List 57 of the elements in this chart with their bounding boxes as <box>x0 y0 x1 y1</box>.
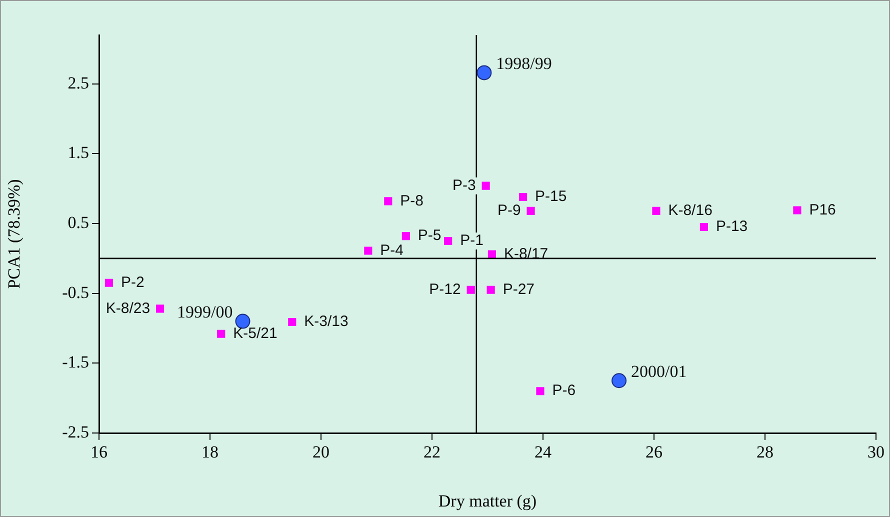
y-tick-label: -1.5 <box>62 352 89 372</box>
point <box>482 182 490 190</box>
point <box>518 192 528 202</box>
x-tick-label: 28 <box>756 442 774 462</box>
annotation: P-9 <box>497 202 521 220</box>
y-tick-label: -2.5 <box>62 422 89 442</box>
point <box>104 278 114 287</box>
annotation: P-3 <box>452 176 476 194</box>
annotation: K-8/23 <box>106 300 150 317</box>
point <box>486 286 495 294</box>
annotation: P-5 <box>418 227 442 244</box>
point <box>700 222 708 232</box>
x-tick-label: 16 <box>90 442 108 462</box>
x-tick-label: 18 <box>202 442 218 462</box>
point <box>652 206 660 215</box>
point <box>793 206 802 214</box>
annotation: P-12 <box>429 281 461 298</box>
y-tick-label: -0.5 <box>62 282 89 302</box>
x-axis-title: Dry matter (g) <box>438 491 537 510</box>
point <box>217 330 226 338</box>
point <box>444 236 452 246</box>
point <box>156 304 164 313</box>
point <box>402 232 410 240</box>
point <box>488 250 496 258</box>
annotation: P-8 <box>400 192 424 210</box>
annotation: P-6 <box>552 382 576 400</box>
point <box>384 197 392 206</box>
y-axis-title: PCA1 (78.39%) <box>4 179 24 289</box>
point <box>364 246 372 255</box>
y-tick-label: 2.5 <box>68 73 89 92</box>
annotation: P-1 <box>460 232 484 250</box>
y-tick-label: 0.5 <box>68 212 89 232</box>
x-tick-label: 22 <box>424 442 440 462</box>
annotation: 2000/01 <box>631 362 687 382</box>
point <box>288 318 296 326</box>
annotation: K-8/17 <box>504 245 548 262</box>
annotation: P16 <box>809 201 836 218</box>
y-tick-label: 1.5 <box>68 143 89 162</box>
point <box>536 387 544 396</box>
annotation: P-13 <box>716 218 748 236</box>
x-tick-label: 20 <box>312 442 330 462</box>
annotation: P-4 <box>380 242 404 259</box>
point <box>526 206 535 215</box>
point <box>476 65 492 80</box>
annotation: 1998/99 <box>496 54 552 74</box>
annotation: P-27 <box>502 281 535 298</box>
annotation: P-2 <box>120 274 144 292</box>
x-tick-label: 26 <box>646 442 662 462</box>
point <box>466 286 475 294</box>
point <box>612 373 627 388</box>
x-tick-label: 24 <box>534 442 552 462</box>
annotation: P-15 <box>535 188 567 206</box>
annotation: K-3/13 <box>304 313 348 330</box>
annotation: 1999/00 <box>177 302 233 322</box>
annotation: K-8/16 <box>668 202 712 220</box>
annotation: K-5/21 <box>233 324 278 342</box>
x-tick-label: 30 <box>868 442 884 462</box>
